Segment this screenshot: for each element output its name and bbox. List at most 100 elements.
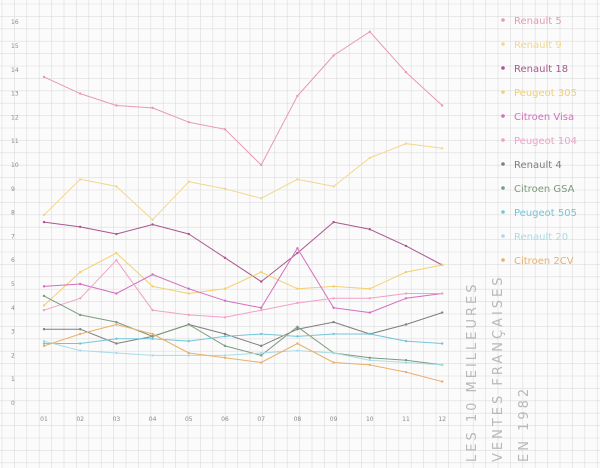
data-point <box>296 325 299 329</box>
data-point <box>404 339 408 343</box>
series-6 <box>42 311 444 348</box>
data-point <box>368 30 371 33</box>
data-point <box>151 285 154 288</box>
legend-item: Renault 4 <box>501 160 562 171</box>
y-tick-label: 1 <box>11 376 15 383</box>
series-line <box>43 324 443 383</box>
data-point <box>441 104 444 107</box>
series-line <box>43 295 443 366</box>
data-point <box>79 225 82 229</box>
legend-marker <box>501 42 505 46</box>
series-line <box>43 247 443 314</box>
data-point <box>368 311 371 314</box>
data-point <box>404 142 408 145</box>
data-point <box>404 244 408 248</box>
data-point <box>115 259 118 262</box>
data-point <box>296 247 299 250</box>
data-point <box>42 75 46 79</box>
plot-lines <box>42 30 444 383</box>
data-point <box>296 287 299 290</box>
series-1 <box>42 142 444 221</box>
data-point <box>296 301 299 305</box>
data-point <box>79 270 82 274</box>
data-point <box>223 256 227 260</box>
data-point <box>260 270 263 274</box>
legend-marker <box>501 138 505 142</box>
x-axis-ticks: 01 02 03 04 05 06 07 08 09 10 11 12 <box>40 416 446 423</box>
data-point <box>79 328 82 331</box>
legend-marker <box>501 90 505 94</box>
y-tick-label: 8 <box>11 210 15 217</box>
x-tick-label: 05 <box>185 416 193 423</box>
data-point <box>441 263 444 267</box>
data-point <box>368 332 371 336</box>
y-tick-label: 14 <box>11 67 19 74</box>
x-tick-label: 02 <box>76 416 84 423</box>
data-point <box>115 185 118 188</box>
data-point <box>151 218 154 221</box>
data-point <box>79 332 82 336</box>
x-tick-label: 01 <box>40 416 48 423</box>
data-point <box>187 120 190 124</box>
data-point <box>441 147 444 150</box>
legend-marker <box>501 258 505 262</box>
series-line <box>44 312 443 347</box>
data-point <box>187 287 190 290</box>
data-point <box>115 351 118 355</box>
y-tick-label: 4 <box>11 305 15 312</box>
data-point <box>260 197 263 200</box>
legend-label: Peugeot 505 <box>514 208 577 219</box>
series-3 <box>42 251 444 307</box>
series-0 <box>42 30 444 167</box>
data-point <box>79 297 82 300</box>
y-tick-label: 15 <box>11 43 19 50</box>
data-point <box>332 351 335 355</box>
series-5 <box>42 259 444 319</box>
legend-item: Peugeot 104 <box>501 136 577 147</box>
data-point <box>187 180 190 183</box>
data-point <box>223 299 227 302</box>
data-point <box>187 232 190 236</box>
data-point <box>332 361 335 364</box>
y-tick-label: 12 <box>11 114 19 121</box>
series-line <box>43 259 443 318</box>
series-line <box>43 252 443 306</box>
series-line <box>43 340 443 366</box>
x-tick-label: 12 <box>438 416 446 423</box>
y-tick-label: 16 <box>11 19 19 26</box>
data-point <box>151 335 154 338</box>
data-point <box>151 106 154 110</box>
data-point <box>332 54 335 57</box>
data-point <box>260 308 263 312</box>
data-point <box>404 358 408 362</box>
data-point <box>223 332 227 336</box>
data-point <box>296 342 299 345</box>
y-tick-label: 13 <box>11 91 19 98</box>
data-point <box>260 351 263 355</box>
data-point <box>42 344 46 348</box>
data-point <box>151 332 154 336</box>
y-tick-label: 3 <box>11 329 15 336</box>
data-point <box>260 354 263 357</box>
data-point <box>260 306 263 309</box>
data-point <box>260 344 263 348</box>
legend-item: Citroen Visa <box>501 112 574 123</box>
data-point <box>368 228 371 231</box>
data-point <box>404 270 408 274</box>
series-9 <box>42 339 444 367</box>
data-point <box>223 316 227 319</box>
y-tick-label: 7 <box>11 233 15 240</box>
data-point <box>79 313 82 317</box>
data-point <box>115 323 118 326</box>
data-point <box>296 349 299 352</box>
legend-item: Peugeot 305 <box>501 88 577 99</box>
legend-marker <box>501 210 505 214</box>
data-point <box>187 323 190 326</box>
x-tick-label: 03 <box>113 416 121 423</box>
title-line-2: VENTES FRANÇAISES <box>491 275 506 463</box>
data-point <box>404 297 408 300</box>
legend-label: Renault 9 <box>514 40 562 51</box>
y-tick-label: 0 <box>11 400 15 407</box>
data-point <box>332 185 335 188</box>
